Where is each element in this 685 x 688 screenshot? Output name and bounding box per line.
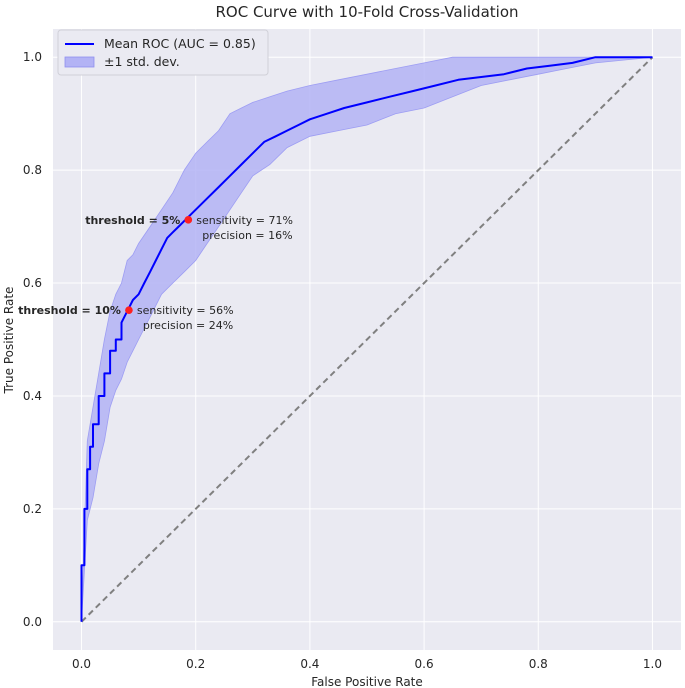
chance-diagonal-line: [80, 56, 654, 623]
chance-line-layer: [80, 56, 654, 623]
mean-roc-line: [80, 56, 653, 622]
legend-band-swatch: [64, 56, 95, 68]
threshold-point: [184, 216, 193, 224]
threshold-points: [125, 216, 193, 314]
x-tick-label: 0.6: [415, 657, 434, 671]
legend-label-mean-roc: Mean ROC (AUC = 0.85): [104, 36, 256, 51]
precision-label: precision = 24%: [143, 319, 233, 332]
legend-box: [57, 29, 269, 76]
y-tick-label: 0.2: [23, 502, 42, 516]
threshold-label: threshold = 10%: [18, 304, 121, 317]
x-tick-label: 1.0: [643, 657, 662, 671]
threshold-label: threshold = 5%: [85, 214, 180, 227]
legend: Mean ROC (AUC = 0.85) ±1 std. dev.: [57, 29, 269, 76]
sensitivity-label: sensitivity = 71%: [196, 214, 293, 227]
chart-title: ROC Curve with 10-Fold Cross-Validation: [215, 3, 518, 21]
legend-label-std-dev: ±1 std. dev.: [104, 54, 180, 69]
threshold-point: [125, 306, 133, 314]
precision-label: precision = 16%: [202, 229, 292, 242]
tick-labels: 0.0 0.2 0.4 0.6 0.8 1.0 0.0 0.2 0.4 0.6 0.8 1.0: [23, 50, 662, 671]
x-tick-label: 0.8: [529, 657, 548, 671]
annotations: threshold = 5% sensitivity = 71% precision…: [18, 214, 293, 332]
y-tick-label: 0.4: [23, 389, 42, 403]
mean-roc-layer: [80, 56, 653, 622]
x-tick-label: 0.2: [186, 657, 205, 671]
sensitivity-label: sensitivity = 56%: [137, 304, 234, 317]
y-tick-label: 0.8: [23, 163, 42, 177]
y-tick-label: 0.0: [23, 615, 42, 629]
y-tick-label: 1.0: [23, 50, 42, 64]
x-tick-label: 0.0: [72, 657, 91, 671]
y-tick-label: 0.6: [23, 276, 42, 290]
x-axis-label: False Positive Rate: [311, 675, 423, 688]
y-axis-label: True Positive Rate: [2, 287, 16, 395]
x-tick-label: 0.4: [300, 657, 319, 671]
